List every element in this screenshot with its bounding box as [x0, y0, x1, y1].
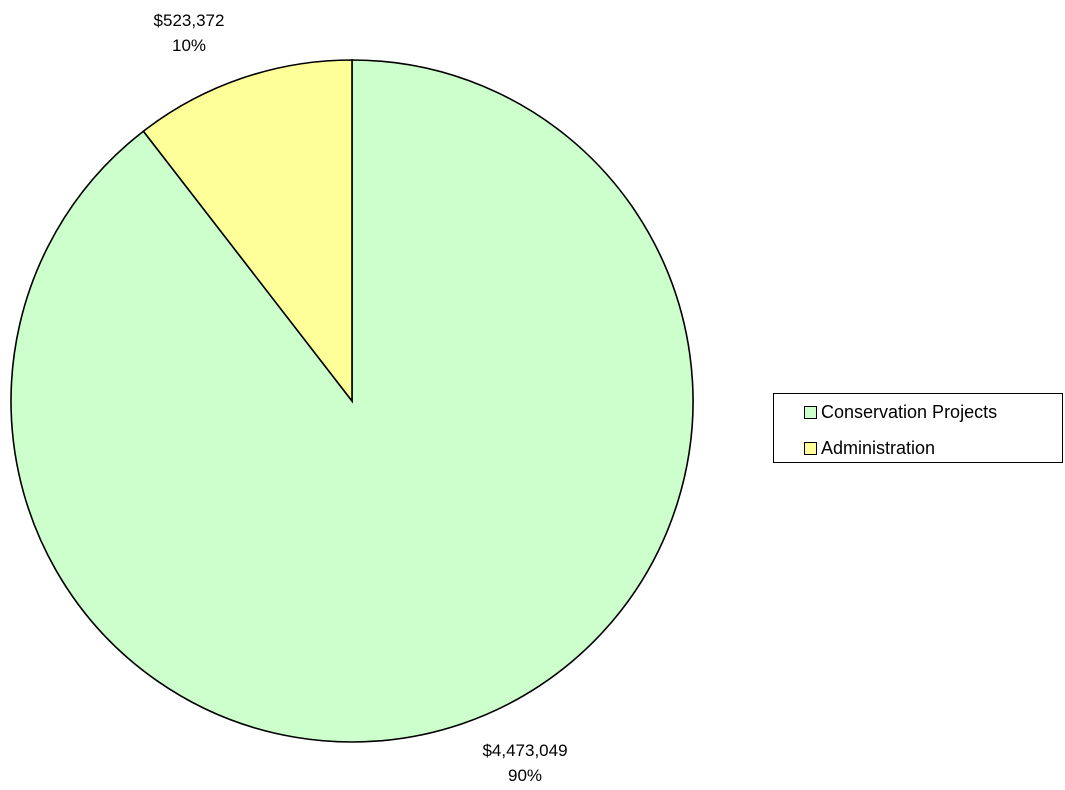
- data-label-percent-conservation-projects: 90%: [508, 766, 542, 785]
- legend-swatch-conservation-projects: [804, 405, 817, 419]
- pie-data-labels: $4,473,049 90% $523,372 10%: [154, 11, 568, 785]
- chart-legend: Conservation Projects Administration: [773, 393, 1063, 463]
- pie-slices: [10, 59, 694, 743]
- legend-label-administration: Administration: [821, 437, 936, 458]
- data-label-value-conservation-projects: $4,473,049: [482, 741, 567, 760]
- legend-item-conservation-projects: Conservation Projects: [804, 402, 997, 422]
- pie-slice-administration: [142, 59, 353, 404]
- legend-swatch-administration: [804, 441, 817, 455]
- legend-label-conservation-projects: Conservation Projects: [821, 401, 998, 422]
- legend-item-administration: Administration: [804, 438, 935, 458]
- data-label-value-administration: $523,372: [154, 11, 225, 30]
- data-label-percent-administration: 10%: [172, 36, 206, 55]
